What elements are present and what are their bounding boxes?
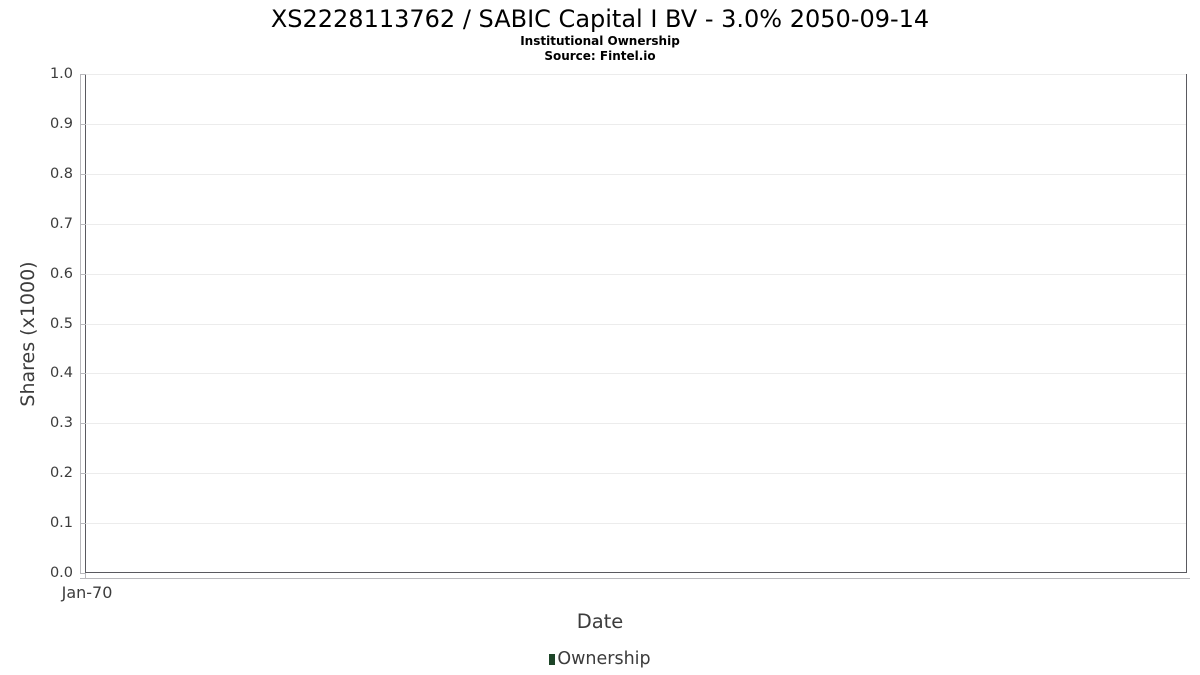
chart-legend: Ownership <box>0 648 1200 670</box>
y-axis-tick-label: 0.9 <box>49 115 73 132</box>
y-axis-tick <box>80 123 86 125</box>
gridline <box>86 323 1186 325</box>
y-axis-tick <box>80 74 86 75</box>
y-axis-tick-label: 0.4 <box>49 365 73 382</box>
legend-item-ownership[interactable]: Ownership <box>549 648 651 670</box>
gridline <box>86 523 1186 525</box>
y-axis-tick-label: 0.5 <box>49 315 73 332</box>
y-axis-tick-label: 0.3 <box>49 415 73 432</box>
y-axis-tick-label: 0.0 <box>49 565 73 581</box>
y-axis-tick-label: 0.1 <box>49 515 73 532</box>
y-axis-tick <box>80 423 86 425</box>
chart-title: XS2228113762 / SABIC Capital I BV - 3.0%… <box>270 5 930 33</box>
y-axis-tick <box>80 273 86 275</box>
gridline <box>86 373 1186 375</box>
gridline <box>86 273 1186 275</box>
y-axis-tick <box>80 323 86 325</box>
chart-subtitle: Institutional Ownership <box>520 34 680 48</box>
x-axis-tick-label: Jan-70 <box>61 583 113 602</box>
chart-source-label: Source: Fintel.io <box>544 49 656 63</box>
legend-label: Ownership <box>557 649 651 669</box>
gridline <box>86 173 1186 175</box>
chart-header: XS2228113762 / SABIC Capital I BV - 3.0%… <box>0 0 1200 64</box>
x-axis-tick <box>85 573 86 579</box>
y-axis-tick <box>80 373 86 375</box>
x-axis-line <box>80 578 1190 579</box>
y-axis-tick-label: 0.6 <box>49 265 73 282</box>
y-axis-tick-label: 0.2 <box>49 465 73 482</box>
x-axis-label: Date <box>576 610 624 633</box>
gridline <box>86 473 1186 475</box>
y-axis-tick <box>80 223 86 225</box>
y-axis-label: Shares (x1000) <box>17 261 39 407</box>
y-axis-tick <box>80 473 86 475</box>
gridline <box>86 74 1186 75</box>
y-axis-tick-label: 1.0 <box>49 66 73 82</box>
y-axis-tick-label: 0.8 <box>49 165 73 182</box>
gridline <box>86 423 1186 425</box>
y-axis-tick-label: 0.7 <box>49 215 73 232</box>
gridline <box>86 123 1186 125</box>
gridline <box>86 223 1186 225</box>
y-axis-tick <box>80 523 86 525</box>
gridlines <box>86 74 1186 572</box>
y-axis-tick <box>80 573 86 574</box>
y-axis-tick <box>80 173 86 175</box>
legend-swatch-icon <box>549 653 556 665</box>
plot-area <box>85 74 1187 573</box>
